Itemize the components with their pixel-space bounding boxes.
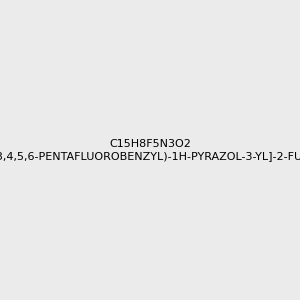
Text: C15H8F5N3O2
N-[1-(2,3,4,5,6-PENTAFLUOROBENZYL)-1H-PYRAZOL-3-YL]-2-FURAMIDE: C15H8F5N3O2 N-[1-(2,3,4,5,6-PENTAFLUOROB… [0,139,300,161]
